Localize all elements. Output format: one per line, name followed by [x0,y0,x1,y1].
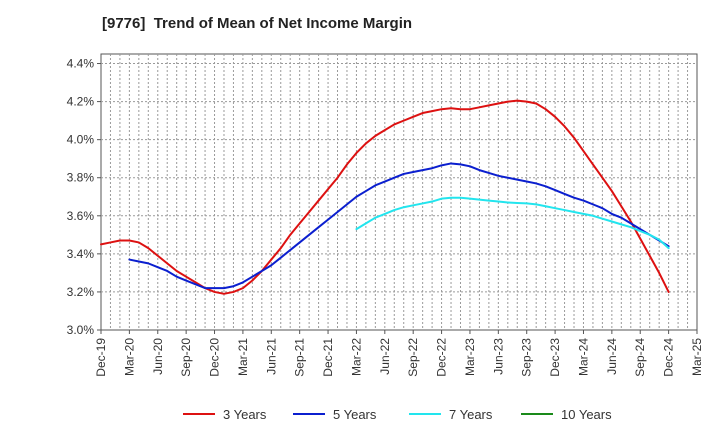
series-line-5-years [128,162,670,290]
y-tick-label: 3.0% [67,323,95,337]
y-tick-label: 3.8% [67,171,95,185]
legend-label-7-years: 7 Years [449,407,493,422]
x-tick-label: Jun-21 [264,338,278,375]
y-tick-label: 4.4% [67,57,95,71]
y-tick-label: 3.4% [67,247,95,261]
series-line-3-years [100,99,670,295]
x-tick-label: Dec-21 [321,338,335,377]
x-tick-label: Dec-22 [435,338,449,377]
series-line-7-years [355,196,670,250]
chart-title: [9776] Trend of Mean of Net Income Margi… [102,15,413,32]
plot-area [100,53,698,331]
grid-lines [101,54,697,330]
x-tick-label: Dec-24 [662,338,676,377]
x-tick-label: Mar-24 [576,338,590,376]
x-tick-label: Sep-23 [520,338,534,377]
axis-ticks: 3.0% 3.2% 3.4% 3.6% 3.8% 4.0% 4.2% 4.4% Dec-19 Ma… [67,57,704,377]
x-tick-label: Dec-20 [208,338,222,377]
y-tick-label: 4.0% [67,133,95,147]
legend-label-3-years: 3 Years [223,407,267,422]
x-tick-label: Dec-19 [94,338,108,377]
x-tick-label: Mar-20 [122,338,136,376]
x-tick-label: Mar-23 [463,338,477,376]
x-tick-label: Jun-22 [378,338,392,375]
legend: 3 Years 5 Years 7 Years 10 Years [183,407,612,422]
x-tick-label: Sep-22 [406,338,420,377]
y-tick-label: 3.2% [67,285,95,299]
x-tick-label: Mar-21 [236,338,250,376]
x-tick-label: Sep-20 [179,338,193,377]
x-tick-label: Sep-24 [633,338,647,377]
x-tick-label: Sep-21 [293,338,307,377]
legend-label-10-years: 10 Years [561,407,612,422]
series-lines [100,99,670,295]
x-tick-label: Mar-25 [690,338,704,376]
x-tick-label: Dec-23 [548,338,562,377]
y-tick-label: 4.2% [67,95,95,109]
x-tick-label: Jun-24 [605,338,619,375]
x-tick-label: Jun-20 [151,338,165,375]
x-tick-label: Jun-23 [491,338,505,375]
y-tick-label: 3.6% [67,209,95,223]
legend-label-5-years: 5 Years [333,407,377,422]
x-tick-label: Mar-22 [349,338,363,376]
